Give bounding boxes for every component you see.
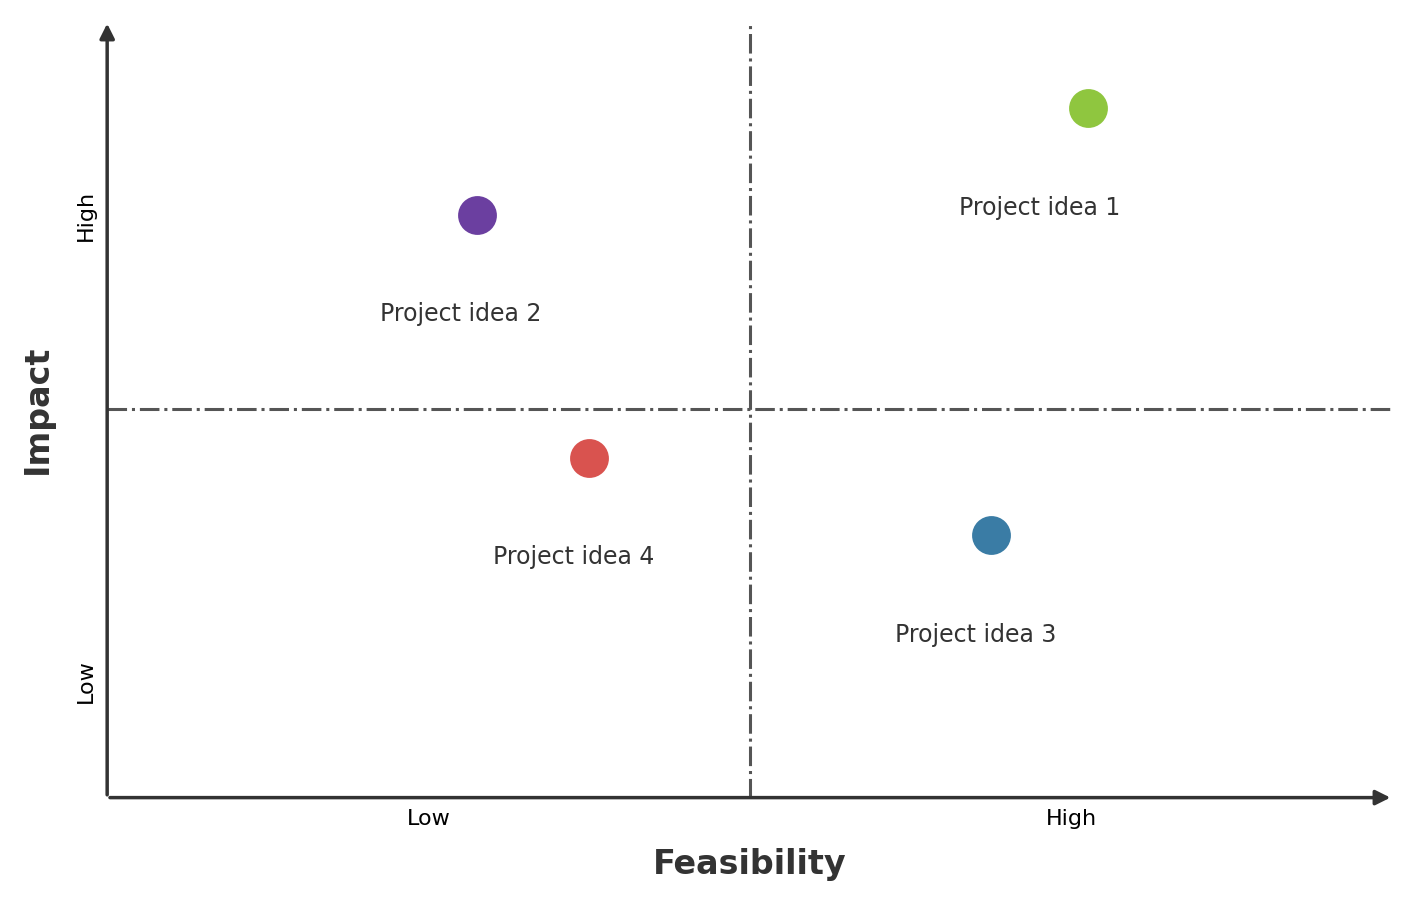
- Point: [578, 451, 601, 465]
- Point: [980, 529, 1003, 543]
- Text: Project idea 3: Project idea 3: [895, 623, 1056, 647]
- X-axis label: Feasibility: Feasibility: [653, 848, 847, 881]
- Text: Project idea 2: Project idea 2: [380, 302, 542, 327]
- Text: Project idea 1: Project idea 1: [959, 196, 1120, 219]
- Point: [465, 207, 488, 222]
- Point: [1076, 101, 1099, 115]
- Y-axis label: Impact: Impact: [21, 345, 54, 474]
- Text: Project idea 4: Project idea 4: [492, 545, 655, 569]
